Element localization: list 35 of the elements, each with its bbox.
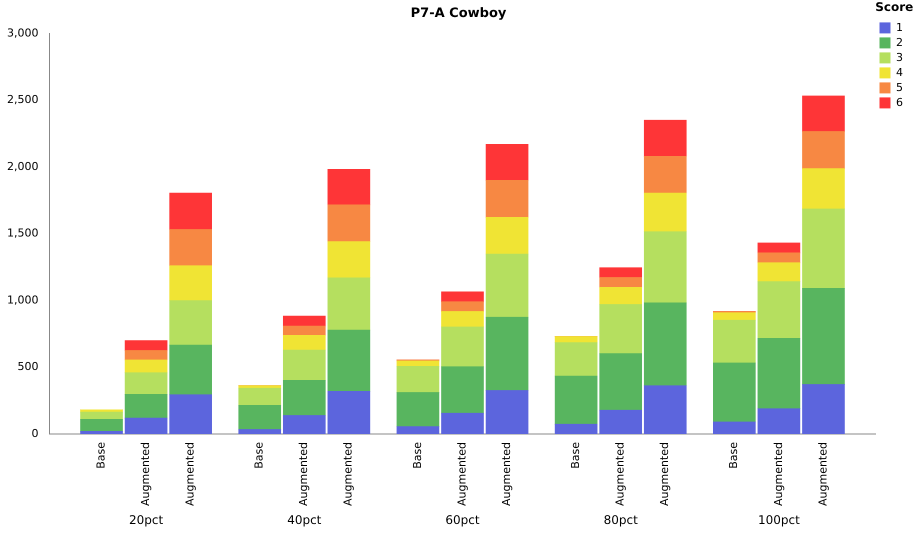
x-tick-label: Augmented bbox=[138, 442, 152, 506]
y-tick-label: 0 bbox=[31, 426, 38, 440]
x-tick-label: Base bbox=[410, 442, 424, 469]
legend-title: Score bbox=[875, 0, 914, 14]
text: 60pct bbox=[445, 513, 480, 528]
y-tick-label: 1,000 bbox=[6, 293, 38, 306]
x-tick-label: Augmented bbox=[614, 442, 627, 506]
x-tick-label: Augmented bbox=[184, 442, 197, 506]
x-tick-label: Augmented bbox=[455, 442, 468, 506]
legend-label: 2 bbox=[896, 36, 903, 49]
x-tick-label: Base bbox=[252, 442, 266, 469]
text: 20pct bbox=[128, 513, 164, 528]
legend-label: 5 bbox=[896, 80, 903, 94]
y-tick-label: 2,000 bbox=[6, 160, 38, 173]
y-tick-label: 1,500 bbox=[6, 226, 38, 240]
legend-label: 6 bbox=[896, 96, 903, 109]
x-tick-label: Base bbox=[727, 442, 740, 469]
text: 40pct bbox=[287, 513, 322, 528]
legend-label: 1 bbox=[896, 20, 903, 34]
x-tick-label: Augmented bbox=[500, 442, 513, 506]
x-tick-label: Augmented bbox=[816, 442, 830, 506]
legend-label: 4 bbox=[896, 66, 903, 79]
x-tick-label: Augmented bbox=[297, 442, 310, 506]
y-tick-label: 500 bbox=[17, 360, 38, 374]
y-tick-label: 2,500 bbox=[6, 93, 38, 106]
x-tick-label: Base bbox=[94, 442, 108, 469]
text: 100pct bbox=[758, 513, 800, 528]
x-tick-label: Augmented bbox=[342, 442, 355, 506]
x-tick-label: Augmented bbox=[772, 442, 785, 506]
text: 80pct bbox=[604, 513, 638, 528]
x-tick-label: Augmented bbox=[658, 442, 672, 506]
chart-title: P7-A Cowboy bbox=[410, 6, 507, 22]
legend-label: 3 bbox=[896, 50, 903, 64]
x-tick-label: Base bbox=[568, 442, 582, 469]
y-tick-label: 3,000 bbox=[6, 26, 38, 40]
